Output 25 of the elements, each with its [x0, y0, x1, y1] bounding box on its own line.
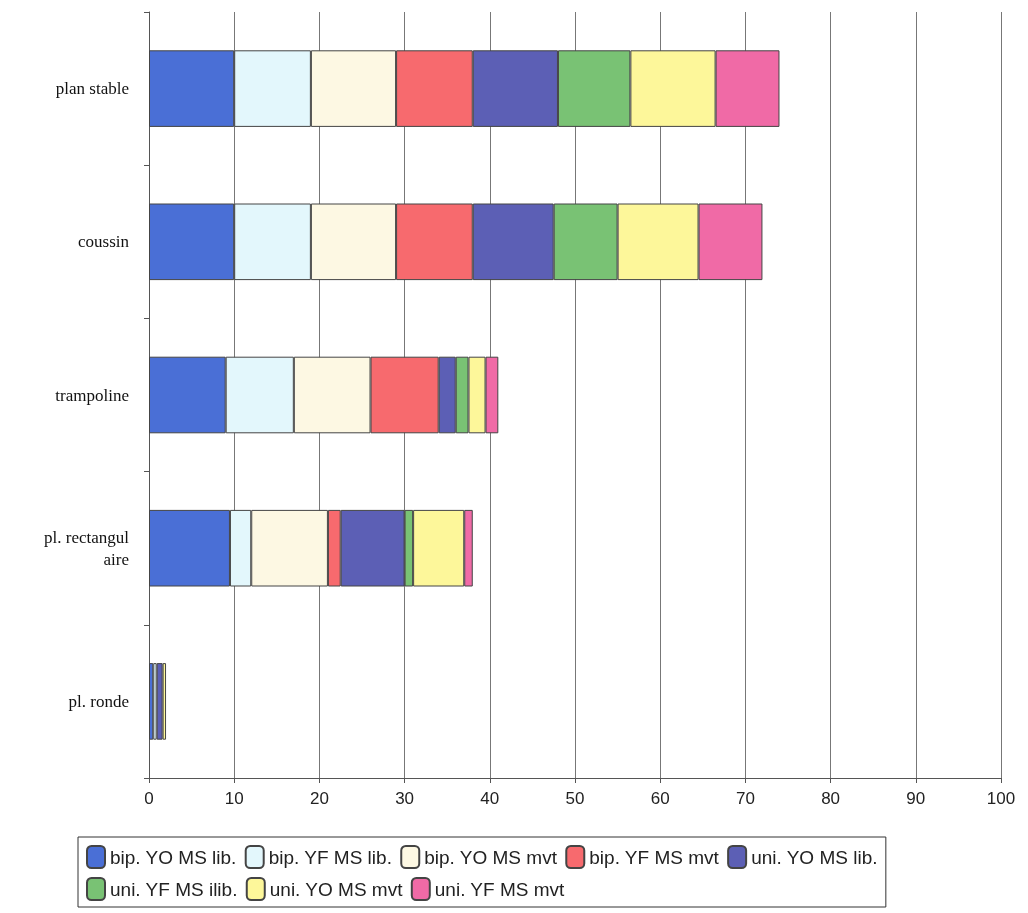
- bar: [149, 663, 154, 740]
- legend-label: bip. YF MS lib.: [268, 846, 392, 868]
- y-tick-label: trampoline: [55, 385, 129, 405]
- legend-label: bip. YO MS lib.: [110, 846, 237, 868]
- legend-label: uni. YO MS lib.: [751, 846, 878, 868]
- x-tick-label: 40: [480, 789, 500, 808]
- y-tick-label: coussin: [78, 232, 130, 252]
- x-tick-label: 50: [565, 789, 585, 808]
- legend-label: bip. YF MS mvt: [589, 846, 720, 868]
- x-tick-label: 30: [395, 789, 415, 808]
- legend-label: uni. YO MS mvt: [269, 878, 404, 900]
- x-tick-label: 0: [144, 789, 154, 808]
- x-tick-label: 10: [224, 789, 244, 808]
- x-tick-label: 70: [735, 789, 755, 808]
- x-tick-label: 100: [986, 789, 1016, 808]
- legend-label: bip. YO MS mvt: [424, 846, 558, 868]
- x-tick-label: 20: [309, 789, 329, 808]
- x-tick-label: 90: [906, 789, 926, 808]
- x-tick-label: 60: [650, 789, 670, 808]
- legend-label: uni. YF MS mvt: [434, 878, 566, 900]
- legend-label: uni. YF MS ilib.: [110, 878, 238, 900]
- y-tick-label: plan stable: [55, 79, 129, 99]
- y-tick-label: pl. ronde: [68, 691, 129, 711]
- x-tick-label: 80: [821, 789, 841, 808]
- y-tick-label: pl. rectangulaire: [44, 527, 130, 569]
